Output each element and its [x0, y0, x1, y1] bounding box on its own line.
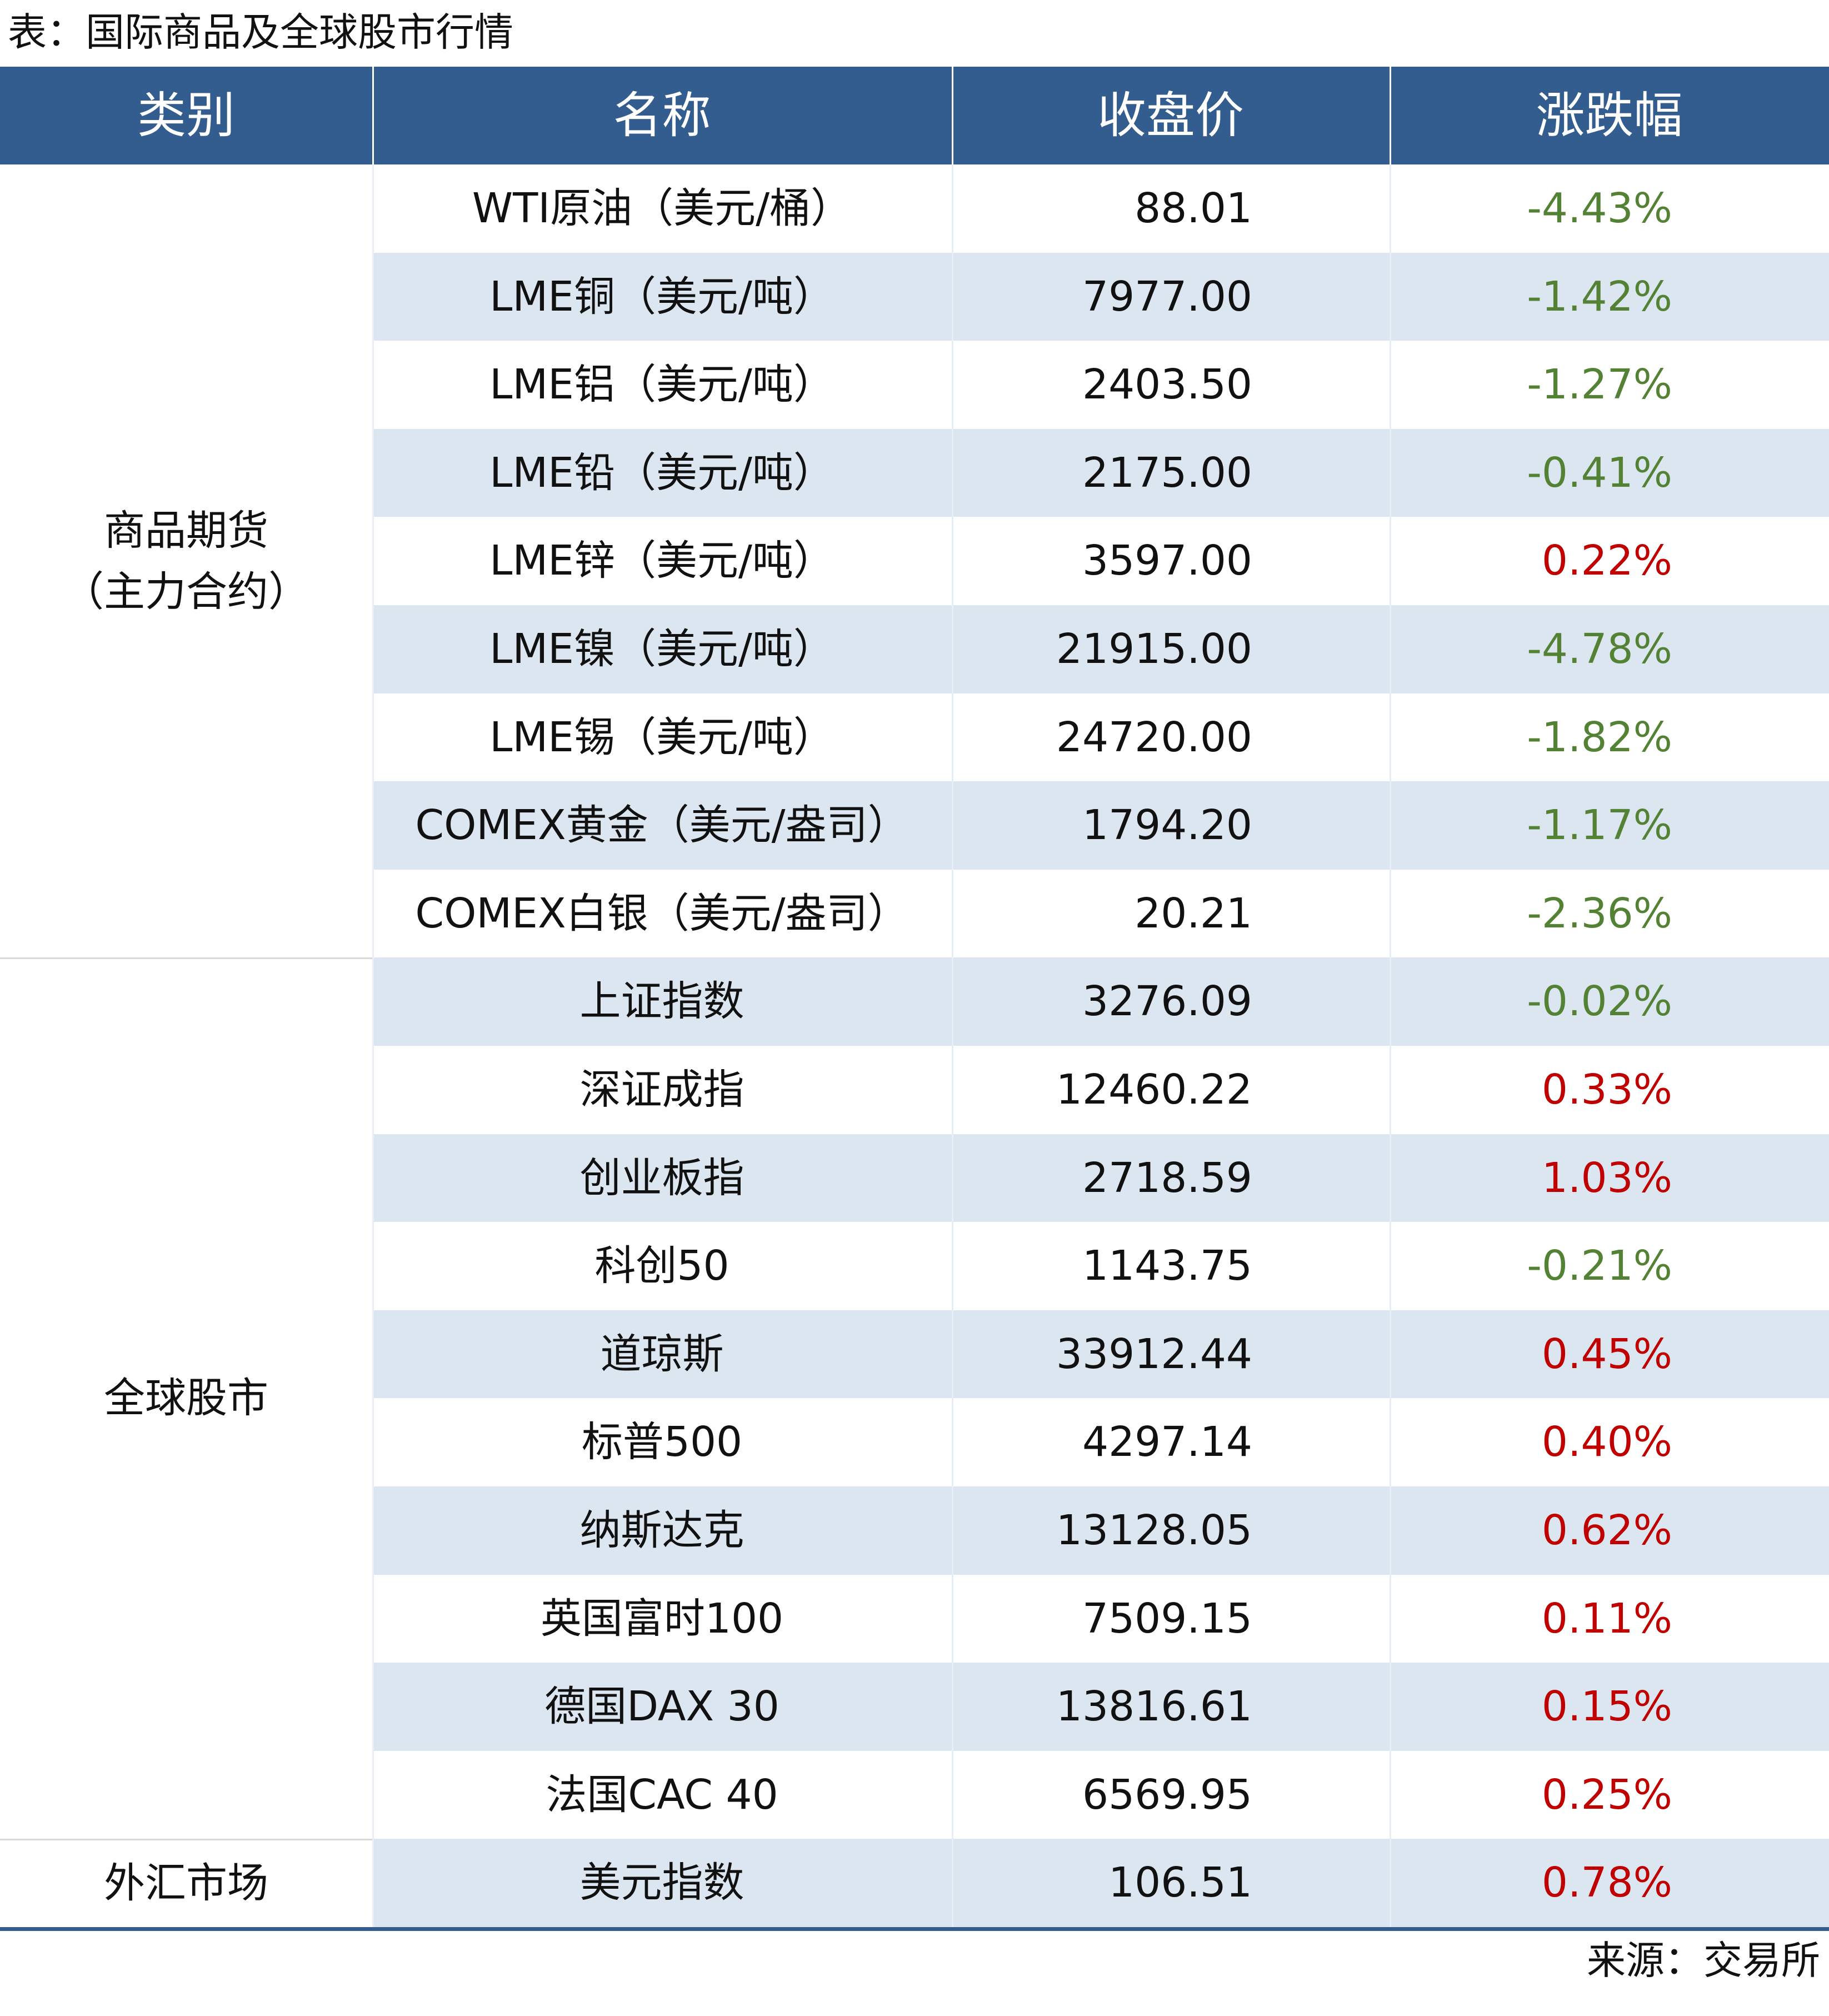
name-cell: WTI原油（美元/桶） [472, 184, 852, 232]
category-line: 全球股市 [104, 1374, 268, 1423]
price-cell: 88.01 [1135, 184, 1252, 232]
column-divider [372, 164, 374, 1927]
change-cell: -0.41% [1527, 448, 1672, 497]
row-shade [372, 957, 1829, 1046]
change-cell: -1.27% [1527, 361, 1672, 409]
category-line: （主力合约） [63, 567, 309, 616]
change-cell: 0.25% [1541, 1770, 1672, 1819]
change-cell: -1.17% [1527, 801, 1672, 850]
name-cell: 创业板指 [579, 1154, 744, 1202]
row-shade [372, 1839, 1829, 1927]
category-cell: 商品期货 （主力合约） [0, 164, 372, 957]
name-cell: 德国DAX 30 [544, 1683, 779, 1731]
change-cell: 0.15% [1541, 1683, 1672, 1731]
price-cell: 1794.20 [1082, 801, 1252, 850]
name-cell: LME锡（美元/吨） [489, 713, 834, 761]
name-cell: 英国富时100 [540, 1594, 784, 1643]
group-divider [0, 957, 372, 960]
price-cell: 4297.14 [1082, 1418, 1252, 1466]
name-cell: LME铜（美元/吨） [489, 272, 834, 321]
name-cell: 法国CAC 40 [546, 1770, 778, 1819]
bottom-rule [0, 1927, 1829, 1931]
change-cell: 0.11% [1541, 1594, 1672, 1643]
category-line: 商品期货 [104, 506, 268, 555]
price-cell: 21915.00 [1056, 625, 1252, 673]
header-cell: 名称 [613, 87, 711, 144]
category-line: 外汇市场 [104, 1859, 268, 1907]
change-cell: -1.42% [1527, 272, 1672, 321]
change-cell: 0.22% [1541, 537, 1672, 585]
name-cell: COMEX黄金（美元/盎司） [415, 801, 909, 850]
price-cell: 6569.95 [1082, 1770, 1252, 1819]
row-shade [372, 605, 1829, 693]
name-cell: 纳斯达克 [579, 1506, 744, 1554]
header-divider [372, 67, 374, 164]
group-divider [0, 1839, 372, 1841]
row-shade [372, 1134, 1829, 1222]
category-cell: 全球股市 [0, 957, 372, 1839]
table-title: 表：国际商品及全球股市行情 [8, 9, 513, 55]
change-cell: -2.36% [1527, 889, 1672, 937]
header-cell: 类别 [137, 87, 235, 144]
change-cell: 0.62% [1541, 1506, 1672, 1554]
header-cell: 涨跌幅 [1536, 87, 1683, 144]
price-cell: 3276.09 [1082, 977, 1252, 1026]
header-divider [952, 67, 953, 164]
change-cell: -4.78% [1527, 625, 1672, 673]
price-cell: 24720.00 [1056, 713, 1252, 761]
name-cell: LME铅（美元/吨） [489, 448, 834, 497]
price-cell: 1143.75 [1082, 1242, 1252, 1290]
price-cell: 13816.61 [1056, 1683, 1252, 1731]
price-cell: 20.21 [1135, 889, 1252, 937]
header-divider [1390, 67, 1391, 164]
name-cell: LME铝（美元/吨） [489, 361, 834, 409]
header-bar [0, 67, 1829, 164]
row-shade [372, 428, 1829, 517]
change-cell: 0.33% [1541, 1066, 1672, 1114]
name-cell: 标普500 [581, 1418, 743, 1466]
price-cell: 7977.00 [1082, 272, 1252, 321]
price-cell: 2403.50 [1082, 361, 1252, 409]
column-divider [1390, 164, 1391, 1927]
price-cell: 106.51 [1108, 1859, 1252, 1907]
price-cell: 13128.05 [1056, 1506, 1252, 1554]
change-cell: 0.78% [1541, 1859, 1672, 1907]
source: 来源：交易所 [1587, 1938, 1820, 1983]
price-cell: 3597.00 [1082, 537, 1252, 585]
name-cell: 科创50 [594, 1242, 729, 1290]
name-cell: COMEX白银（美元/盎司） [415, 889, 909, 937]
name-cell: 道琼斯 [600, 1330, 724, 1378]
change-cell: -4.43% [1527, 184, 1672, 232]
name-cell: 美元指数 [579, 1859, 744, 1907]
price-cell: 2175.00 [1082, 448, 1252, 497]
price-cell: 7509.15 [1082, 1594, 1252, 1643]
row-shade [372, 1486, 1829, 1575]
category-cell: 外汇市场 [0, 1839, 372, 1927]
name-cell: 上证指数 [579, 977, 744, 1026]
header-cell: 收盘价 [1097, 87, 1244, 144]
change-cell: -0.21% [1527, 1242, 1672, 1290]
name-cell: LME镍（美元/吨） [489, 625, 834, 673]
price-cell: 2718.59 [1082, 1154, 1252, 1202]
change-cell: -0.02% [1527, 977, 1672, 1026]
row-shade [372, 1663, 1829, 1751]
price-cell: 33912.44 [1056, 1330, 1252, 1378]
row-shade [372, 252, 1829, 341]
change-cell: 1.03% [1541, 1154, 1672, 1202]
change-cell: 0.45% [1541, 1330, 1672, 1378]
price-cell: 12460.22 [1056, 1066, 1252, 1114]
change-cell: 0.40% [1541, 1418, 1672, 1466]
row-shade [372, 781, 1829, 870]
name-cell: 深证成指 [579, 1066, 744, 1114]
name-cell: LME锌（美元/吨） [489, 537, 834, 585]
row-shade [372, 1310, 1829, 1399]
change-cell: -1.82% [1527, 713, 1672, 761]
column-divider [952, 164, 953, 1927]
